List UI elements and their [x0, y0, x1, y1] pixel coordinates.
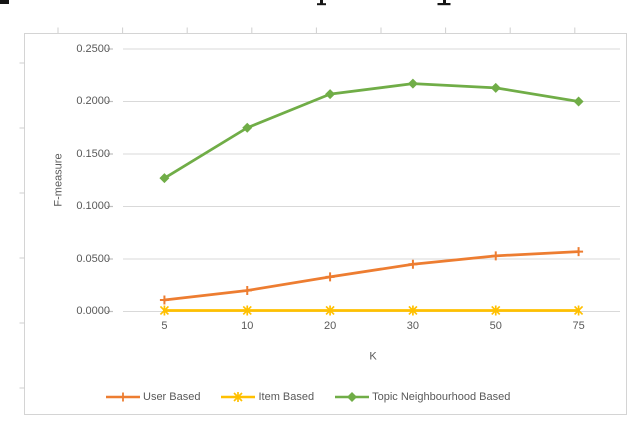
- x-tick-label: 75: [572, 320, 585, 332]
- legend-sample-topic-neighbourhood-based: [335, 392, 370, 402]
- asterisk-marker: [242, 305, 252, 316]
- y-tick-label: 0.2000: [76, 95, 110, 107]
- plus-marker: [159, 295, 169, 305]
- legend-item-user-based: User Based: [106, 391, 200, 403]
- plus-marker: [118, 392, 128, 402]
- asterisk-marker: [573, 305, 584, 316]
- y-tick-label: 0.1500: [76, 147, 110, 160]
- plus-marker: [325, 272, 335, 282]
- y-tick-label: 0.2500: [76, 42, 110, 55]
- diamond-marker: [347, 392, 358, 402]
- x-tick-label: 20: [323, 320, 337, 332]
- diamond-marker: [407, 78, 418, 89]
- legend-label: User Based: [143, 391, 201, 403]
- asterisk-marker: [408, 305, 418, 316]
- diamond-marker: [573, 96, 584, 107]
- x-tick-label: 50: [489, 320, 502, 332]
- y-tick-label: 0.0500: [76, 252, 110, 265]
- series-line-topic-neighbourhood-based: [163, 82, 580, 180]
- diamond-marker: [159, 173, 170, 184]
- legend-label: Topic Neighbourhood Based: [372, 391, 511, 403]
- x-tick-label: 5: [161, 320, 168, 332]
- diamond-marker: [490, 82, 501, 93]
- asterisk-marker: [233, 392, 244, 402]
- chart-legend: User Based Item Based Topic Neighbourhood …: [106, 391, 510, 403]
- plus-marker: [242, 286, 252, 295]
- legend-item-item-based: Item Based: [221, 391, 314, 403]
- x-tick-label: 30: [406, 320, 420, 332]
- plus-marker: [574, 247, 584, 257]
- diamond-marker: [242, 122, 253, 133]
- series-line-user-based: [163, 250, 580, 302]
- plus-marker: [491, 251, 501, 261]
- y-tick-label: 0.0000: [76, 305, 110, 317]
- x-axis-title: K: [369, 350, 377, 363]
- legend-label: Item Based: [258, 391, 315, 403]
- asterisk-marker: [325, 305, 335, 316]
- asterisk-marker: [159, 305, 170, 316]
- asterisk-marker: [491, 305, 501, 316]
- diamond-marker: [325, 89, 336, 100]
- x-tick-label: 10: [241, 320, 254, 332]
- y-tick-label: 0.1000: [76, 200, 110, 212]
- legend-sample-item-based: [221, 392, 256, 402]
- legend-item-topic-neighbourhood-based: Topic Neighbourhood Based: [335, 391, 510, 403]
- cropped-text-fragment: [0, 0, 451, 6]
- plus-marker: [408, 259, 418, 269]
- legend-sample-user-based: [106, 392, 140, 402]
